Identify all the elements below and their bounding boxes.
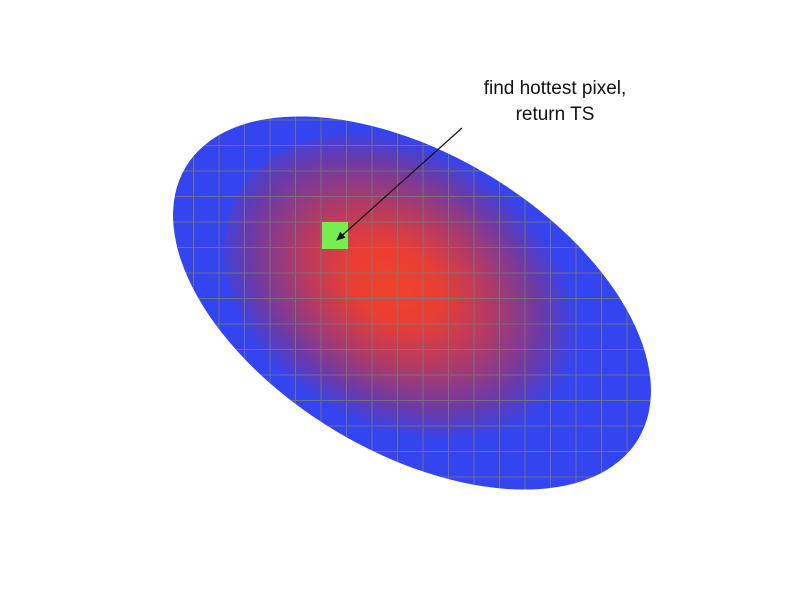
heat-gradient-layer: [224, 131, 616, 469]
annotation-line-1: find hottest pixel,: [483, 78, 627, 99]
annotation-label: find hottest pixel, return TS: [455, 76, 655, 128]
pointer-arrow: [336, 127, 463, 241]
annotation-line-2: return TS: [515, 104, 595, 125]
hottest-pixel-marker: [322, 222, 348, 249]
